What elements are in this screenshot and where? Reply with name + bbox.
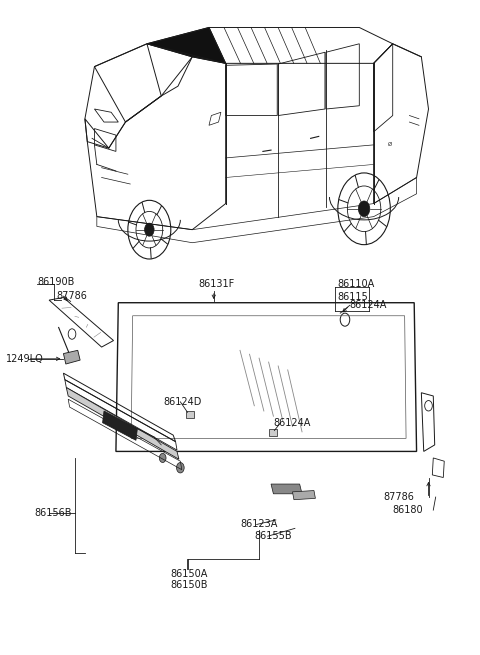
Circle shape	[159, 453, 166, 462]
Text: 86131F: 86131F	[198, 280, 234, 290]
Text: 86124A: 86124A	[274, 418, 311, 428]
Text: 86150B: 86150B	[171, 580, 208, 590]
Text: 86190B: 86190B	[37, 277, 74, 287]
Polygon shape	[103, 411, 137, 440]
Text: 86124A: 86124A	[350, 301, 387, 310]
Text: 86180: 86180	[393, 505, 423, 515]
Circle shape	[144, 223, 154, 236]
Text: 87786: 87786	[383, 492, 414, 502]
Text: 86155B: 86155B	[254, 531, 292, 541]
Polygon shape	[147, 28, 226, 64]
Text: Ø: Ø	[388, 142, 393, 147]
Text: 86124D: 86124D	[164, 397, 202, 407]
Text: 86156B: 86156B	[35, 508, 72, 517]
Text: 86110A: 86110A	[338, 280, 375, 290]
Text: 86115: 86115	[338, 293, 369, 303]
Polygon shape	[271, 484, 302, 494]
Text: 86150A: 86150A	[171, 569, 208, 579]
Text: 86123A: 86123A	[240, 519, 277, 529]
Polygon shape	[292, 491, 315, 500]
Text: 87786: 87786	[56, 291, 87, 301]
Bar	[269, 429, 277, 436]
Circle shape	[177, 462, 184, 473]
Polygon shape	[66, 388, 179, 459]
Polygon shape	[63, 350, 80, 364]
Circle shape	[359, 201, 370, 217]
Bar	[186, 411, 194, 417]
Text: 1249LQ: 1249LQ	[6, 354, 44, 364]
